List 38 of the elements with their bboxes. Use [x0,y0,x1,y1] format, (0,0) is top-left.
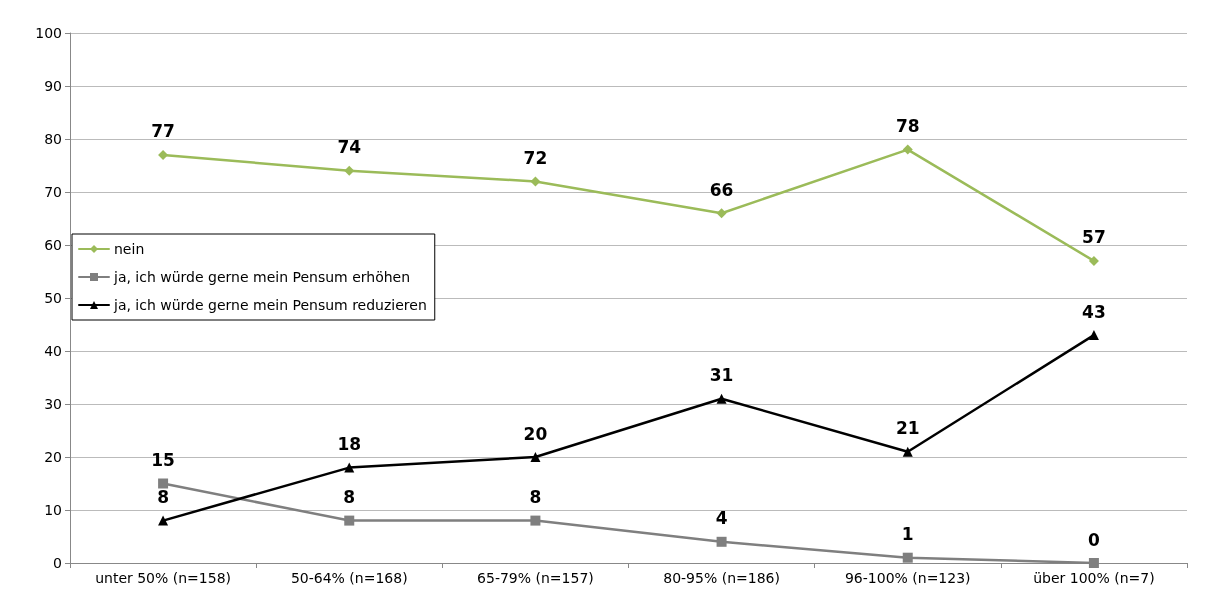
data-label: 8 [343,487,356,508]
data-label: 66 [709,179,734,200]
data-label: 8 [157,487,170,508]
data-label: 0 [1087,529,1100,550]
x-tick-label: 50-64% (n=168) [290,570,408,586]
data-label: 4 [715,508,728,529]
legend-label: ja, ich würde gerne mein Pensum reduzieren [113,297,427,313]
y-tick-label: 50 [44,290,62,306]
y-tick-label: 20 [44,449,62,465]
legend-label: nein [114,241,145,257]
y-tick-label: 30 [44,396,62,412]
data-label: 15 [151,450,175,470]
data-label: 8 [529,487,542,508]
y-tick-label: 40 [44,343,62,359]
data-label: 72 [523,147,548,168]
y-tick-label: 60 [44,237,62,253]
data-label: 74 [337,137,362,158]
x-tick-label: 80-95% (n=186) [663,570,780,586]
y-tick-label: 0 [53,555,62,571]
data-label: 78 [895,116,920,137]
data-label: 1 [901,524,914,545]
y-tick-label: 100 [35,25,62,41]
data-label: 77 [151,121,175,142]
data-label: 20 [523,423,548,444]
x-tick-label: 96-100% (n=123) [844,570,971,586]
y-tick-label: 80 [44,131,62,147]
y-tick-label: 10 [44,502,62,518]
x-tick-label: über 100% (n=7) [1033,570,1155,586]
x-tick-label: unter 50% (n=158) [95,570,232,586]
data-label: 57 [1082,227,1106,248]
x-tick-label: 65-79% (n=157) [477,570,594,586]
data-label: 31 [709,365,734,386]
data-label: 21 [895,418,920,439]
data-label: 18 [337,434,362,455]
y-tick-label: 70 [44,184,62,200]
y-tick-label: 90 [44,78,62,94]
legend-label: ja, ich würde gerne mein Pensum erhöhen [113,269,411,285]
data-label: 43 [1082,301,1106,322]
